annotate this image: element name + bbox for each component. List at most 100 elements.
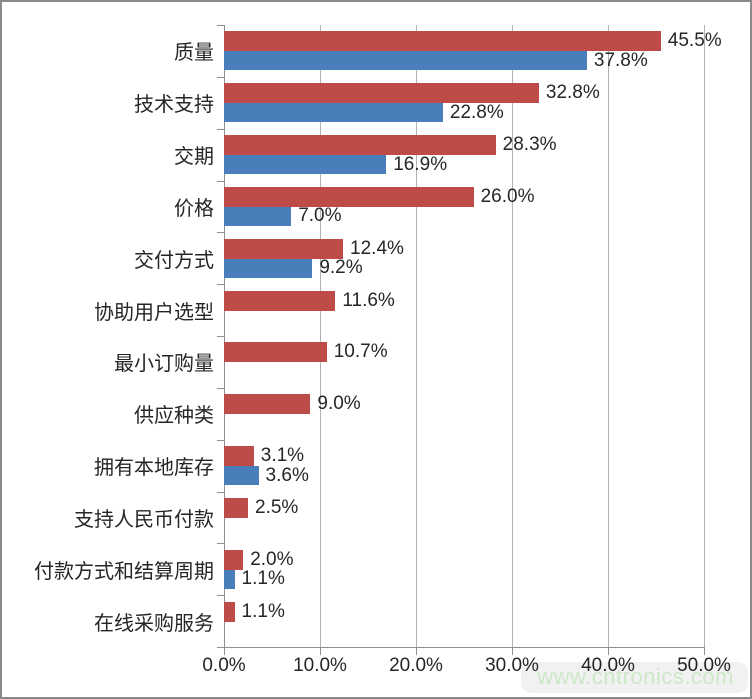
plot-area — [224, 25, 705, 648]
y-axis-tick — [217, 388, 224, 389]
category-label: 交付方式 — [134, 249, 214, 272]
blue-series-bar: 9.2% — [224, 257, 363, 278]
y-axis-tick — [217, 25, 224, 26]
bar-group: 12.4% 9.2% — [224, 232, 704, 284]
data-label: 7.0% — [298, 205, 342, 227]
x-axis-label: 30.0% — [485, 655, 539, 676]
category-label: 技术支持 — [134, 94, 214, 117]
red-series-bar: 26.0% — [224, 186, 534, 207]
bar-group: 26.0% 7.0% — [224, 181, 704, 233]
bar-group: 11.6% — [224, 284, 704, 336]
x-axis-label: 50.0% — [677, 655, 731, 676]
x-axis-label: 20.0% — [389, 655, 443, 676]
data-label: 32.8% — [545, 82, 600, 104]
category-label: 交期 — [174, 146, 214, 169]
data-label: 3.6% — [265, 464, 309, 486]
x-axis-tick — [512, 648, 513, 655]
data-label: 9.2% — [319, 257, 363, 279]
gridline — [512, 25, 513, 647]
y-axis-tick — [217, 129, 224, 130]
y-axis-tick — [217, 232, 224, 233]
y-axis-tick — [217, 543, 224, 544]
y-axis-tick — [217, 440, 224, 441]
red-series-bar: 1.1% — [224, 601, 285, 622]
category-label: 质量 — [174, 42, 214, 65]
category-row: 支持人民币付款 2.5% — [2, 492, 750, 544]
data-label: 26.0% — [480, 185, 535, 207]
bar-group: 9.0% — [224, 388, 704, 440]
category-row: 技术支持 32.8% 22.8% — [2, 77, 750, 129]
blue-series-bar: 37.8% — [224, 50, 648, 71]
data-label: 22.8% — [449, 101, 504, 123]
category-label: 拥有本地库存 — [94, 457, 214, 480]
y-axis-tick — [217, 492, 224, 493]
x-axis-tick — [320, 648, 321, 655]
x-axis-tick — [608, 648, 609, 655]
red-series-bar: 2.5% — [224, 497, 298, 518]
category-row: 交付方式 12.4% 9.2% — [2, 232, 750, 284]
red-series-bar: 10.7% — [224, 341, 388, 363]
y-axis-tick — [217, 284, 224, 285]
data-label: 1.1% — [241, 600, 285, 622]
data-label: 10.7% — [333, 341, 388, 363]
bar-group: 10.7% — [224, 336, 704, 388]
watermark: www.cntronics.com — [521, 662, 748, 693]
x-axis-tick — [704, 648, 705, 655]
bar-group: 45.5% 37.8% — [224, 25, 722, 77]
gridline — [704, 25, 705, 647]
red-series-bar: 11.6% — [224, 290, 395, 311]
data-label: 37.8% — [593, 49, 648, 71]
gridline — [608, 25, 609, 647]
category-row: 价格 26.0% 7.0% — [2, 181, 750, 233]
category-row: 供应种类 9.0% — [2, 388, 750, 440]
x-axis-label: 10.0% — [293, 655, 347, 676]
red-series-bar: 28.3% — [224, 134, 557, 156]
category-label: 付款方式和结算周期 — [34, 560, 214, 583]
category-row: 在线采购服务 1.1% — [2, 595, 750, 647]
x-axis-label: 0.0% — [202, 655, 246, 676]
category-label: 协助用户选型 — [94, 301, 214, 324]
data-label: 11.6% — [342, 289, 395, 311]
bar-group: 2.0% 1.1% — [224, 543, 704, 595]
red-series-bar: 45.5% — [224, 30, 722, 52]
category-label: 价格 — [174, 197, 214, 220]
red-series-bar: 12.4% — [224, 238, 404, 259]
x-axis-tick — [224, 648, 225, 655]
category-row: 协助用户选型 11.6% — [2, 284, 750, 336]
category-label: 供应种类 — [134, 405, 214, 428]
red-series-bar: 2.0% — [224, 549, 294, 570]
bar-group: 28.3% 16.9% — [224, 129, 704, 181]
data-label: 2.5% — [255, 496, 299, 518]
data-label: 12.4% — [350, 237, 404, 259]
category-row: 付款方式和结算周期 2.0% 1.1% — [2, 543, 750, 595]
y-axis-tick — [217, 647, 224, 648]
category-row: 质量 45.5% 37.8% — [2, 25, 750, 77]
blue-series-bar: 16.9% — [224, 154, 447, 175]
category-label: 支持人民币付款 — [74, 508, 214, 531]
category-row: 交期 28.3% 16.9% — [2, 129, 750, 181]
data-label: 9.0% — [317, 393, 361, 415]
red-series-bar: 3.1% — [224, 445, 304, 467]
data-label: 45.5% — [667, 30, 722, 52]
category-row: 拥有本地库存 3.1% 3.6% — [2, 440, 750, 492]
y-axis-tick — [217, 336, 224, 337]
bar-group: 1.1% — [224, 595, 704, 647]
blue-series-bar: 22.8% — [224, 102, 504, 123]
category-row: 最小订购量 10.7% — [2, 336, 750, 388]
bar-group: 32.8% 22.8% — [224, 77, 704, 129]
red-series-bar: 9.0% — [224, 393, 361, 415]
data-label: 1.1% — [241, 568, 285, 590]
blue-series-bar: 1.1% — [224, 568, 285, 589]
data-label: 3.1% — [260, 445, 305, 467]
data-label: 28.3% — [502, 134, 557, 156]
red-series-bar: 32.8% — [224, 82, 600, 104]
blue-series-bar: 3.6% — [224, 465, 309, 486]
gridline — [416, 25, 417, 647]
data-label: 2.0% — [250, 548, 294, 570]
y-axis-tick — [217, 77, 224, 78]
category-label: 最小订购量 — [114, 353, 214, 376]
y-axis-tick — [217, 181, 224, 182]
x-axis-label: 40.0% — [581, 655, 635, 676]
category-label: 在线采购服务 — [94, 612, 214, 635]
